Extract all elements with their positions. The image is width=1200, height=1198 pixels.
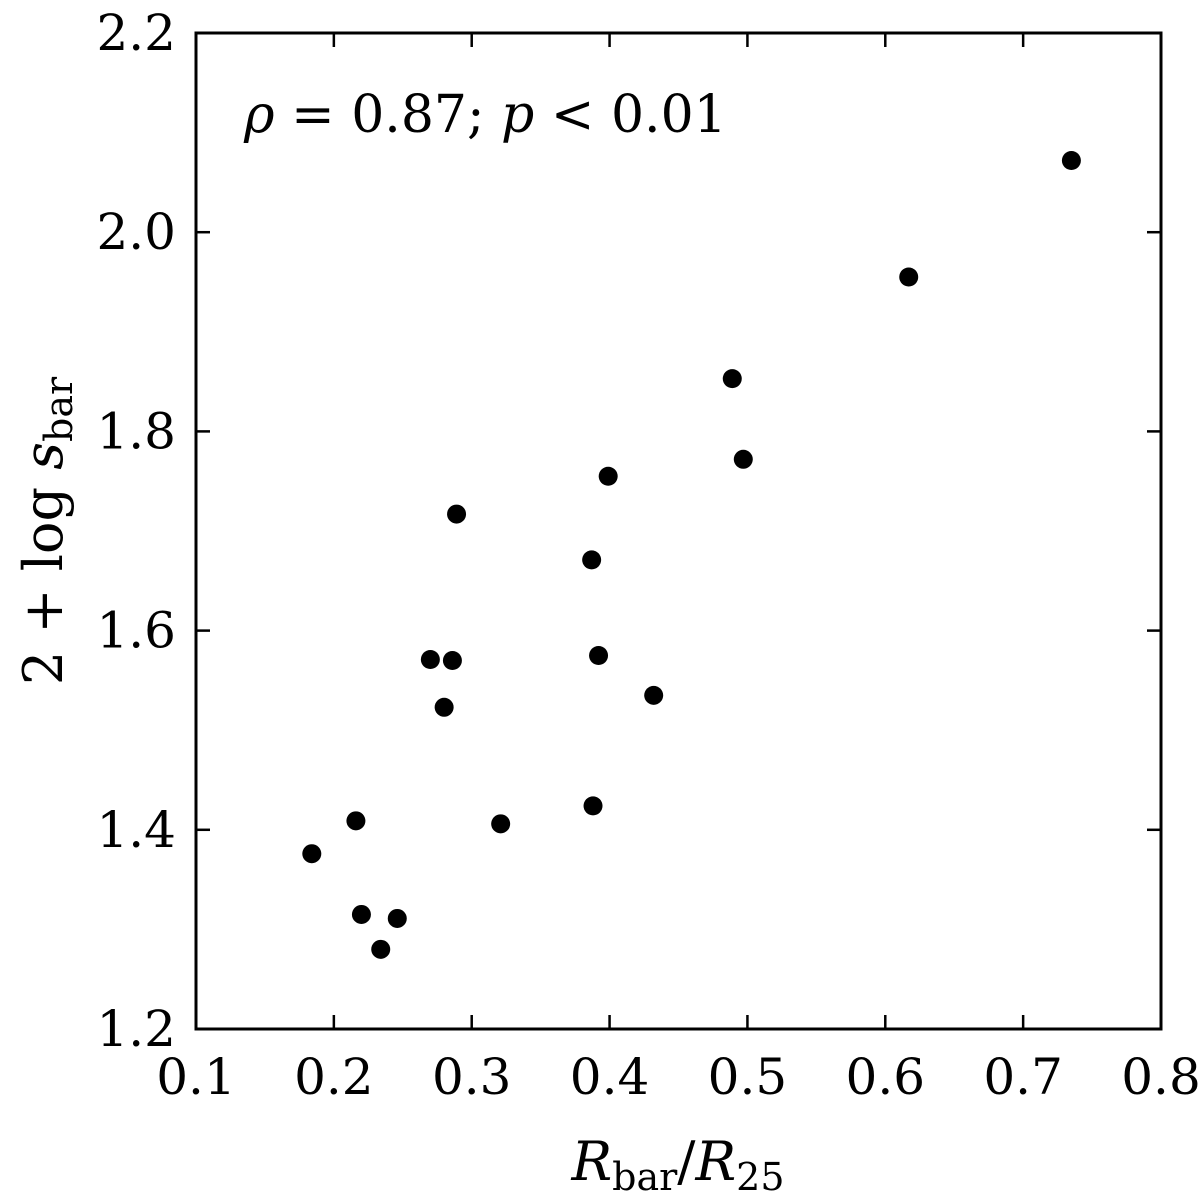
data-point-16 xyxy=(722,369,742,389)
x-label-sub1: bar xyxy=(612,1155,678,1198)
data-point-17 xyxy=(733,449,753,469)
x-tick-label-6: 0.6 xyxy=(846,1048,926,1106)
y-tick-labels: 1.2 1.4 1.6 1.8 2.0 2.2 xyxy=(96,4,176,1058)
x-tick-label-4: 0.4 xyxy=(570,1048,650,1106)
data-point-11 xyxy=(582,550,602,570)
y-tick-label-3: 1.6 xyxy=(96,602,176,660)
data-point-19 xyxy=(1061,150,1081,170)
data-point-6 xyxy=(420,649,440,669)
x-tick-label-8: 0.8 xyxy=(1121,1048,1200,1106)
data-point-14 xyxy=(598,466,618,486)
data-point-2 xyxy=(346,811,366,831)
rho-symbol: ρ xyxy=(243,85,275,145)
data-point-7 xyxy=(434,697,454,717)
rho-value: = 0.87; xyxy=(275,85,501,145)
x-tick-label-2: 0.2 xyxy=(294,1048,374,1106)
data-point-15 xyxy=(644,685,664,705)
correlation-annotation: ρ = 0.87; p < 0.01 xyxy=(243,85,727,145)
y-axis-label: 2 + log sbar xyxy=(12,376,81,685)
data-point-10 xyxy=(491,814,511,834)
data-point-3 xyxy=(351,904,371,924)
data-point-9 xyxy=(447,504,467,524)
axis-ticks xyxy=(194,31,1163,1031)
x-tick-label-1: 0.1 xyxy=(156,1048,236,1106)
data-point-8 xyxy=(442,650,462,670)
x-tick-label-3: 0.3 xyxy=(432,1048,512,1106)
y-tick-label-2: 1.4 xyxy=(96,801,176,859)
data-point-12 xyxy=(583,796,603,816)
data-point-4 xyxy=(371,939,391,959)
plot-frame xyxy=(194,31,1163,1031)
p-symbol: p xyxy=(501,85,534,145)
y-label-var: s xyxy=(12,442,75,470)
y-tick-label-4: 1.8 xyxy=(96,402,176,460)
data-point-1 xyxy=(302,844,322,864)
x-label-sub2: 25 xyxy=(736,1155,784,1198)
data-points xyxy=(302,150,1081,959)
x-label-sep: / xyxy=(677,1130,696,1193)
x-tick-label-5: 0.5 xyxy=(708,1048,788,1106)
data-point-18 xyxy=(899,267,919,287)
x-axis-label: Rbar/R25 xyxy=(570,1130,784,1198)
x-label-r1: R xyxy=(570,1130,612,1193)
x-tick-label-7: 0.7 xyxy=(983,1048,1063,1106)
p-value: < 0.01 xyxy=(534,85,726,145)
x-tick-labels: 0.1 0.2 0.3 0.4 0.5 0.6 0.7 0.8 xyxy=(156,1048,1200,1106)
y-tick-label-5: 2.0 xyxy=(96,203,176,261)
y-label-prefix: 2 + log xyxy=(12,470,75,685)
data-point-13 xyxy=(589,646,609,665)
x-label-r2: R xyxy=(695,1130,737,1193)
y-tick-label-1: 1.2 xyxy=(96,1000,176,1058)
y-tick-label-6: 2.2 xyxy=(96,4,176,62)
data-point-5 xyxy=(387,908,407,928)
y-label-sub: bar xyxy=(37,376,81,442)
